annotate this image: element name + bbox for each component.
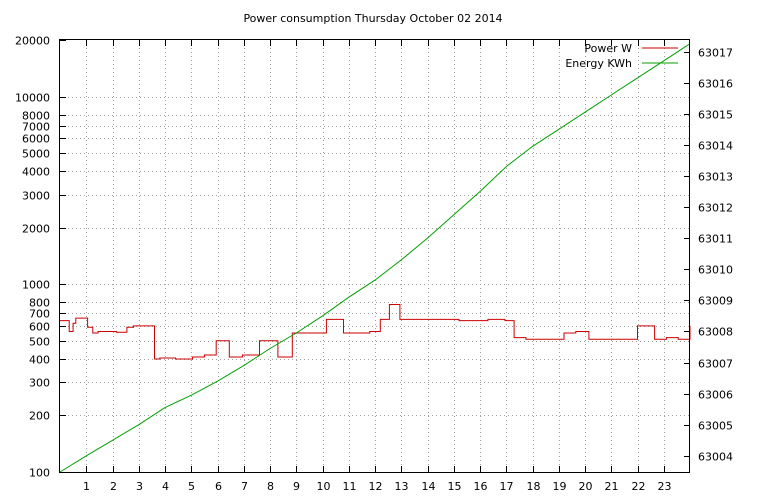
grid-layer [60, 40, 690, 472]
series-line-power-w [60, 304, 691, 360]
y2-tick-label: 63011 [698, 233, 733, 246]
y2-tick-label: 63015 [698, 109, 733, 122]
y-tick-label: 5000 [22, 148, 50, 161]
legend-label: Energy KWh [565, 57, 632, 70]
x-tick-label: 1 [83, 480, 90, 493]
x-tick-label: 3 [136, 480, 143, 493]
y2-tick-label: 63009 [698, 295, 733, 308]
x-tick-label: 15 [448, 480, 462, 493]
y-tick-label: 500 [29, 336, 50, 349]
y-tick-label: 2000 [22, 223, 50, 236]
y-tick-label: 100 [29, 467, 50, 480]
x-tick-label: 2 [110, 480, 117, 493]
y2-tick-label: 63014 [698, 140, 733, 153]
y-tick-label: 1000 [22, 279, 50, 292]
x-tick-label: 14 [422, 480, 436, 493]
x-tick-label: 22 [632, 480, 646, 493]
y-tick-label: 20000 [15, 35, 50, 48]
y-tick-label: 400 [29, 354, 50, 367]
x-tick-label: 10 [317, 480, 331, 493]
legend-label: Power W [584, 42, 632, 55]
x-tick-label: 21 [605, 480, 619, 493]
x-tick-label: 8 [267, 480, 274, 493]
x-tick-label: 9 [293, 480, 300, 493]
y2-tick-label: 63006 [698, 389, 733, 402]
x-tick-label: 11 [343, 480, 357, 493]
x-tick-label: 6 [215, 480, 222, 493]
y2-tick-label: 63017 [698, 47, 733, 60]
y2-tick-label: 63008 [698, 326, 733, 339]
y-tick-label: 800 [29, 297, 50, 310]
chart-title: Power consumption Thursday October 02 20… [243, 12, 502, 25]
y-tick-label: 7000 [22, 121, 50, 134]
series-line-energy-kwh [59, 43, 691, 473]
ticks-layer: 1 2 3 4 5 6 7 8 9 10 11 12 13 14 15 16 17 18 19 20 21 22 23100… [15, 35, 733, 494]
y-tick-label: 4000 [22, 166, 50, 179]
y-tick-label: 8000 [22, 110, 50, 123]
x-tick-label: 12 [369, 480, 383, 493]
y-tick-label: 700 [29, 308, 50, 321]
y-tick-label: 3000 [22, 190, 50, 203]
x-tick-label: 13 [395, 480, 409, 493]
y2-tick-label: 63004 [698, 451, 733, 464]
y2-tick-label: 63005 [698, 420, 733, 433]
x-tick-label: 4 [162, 480, 169, 493]
y-tick-label: 200 [29, 410, 50, 423]
x-tick-label: 7 [241, 480, 248, 493]
x-tick-label: 18 [527, 480, 541, 493]
x-tick-label: 17 [500, 480, 514, 493]
y2-tick-label: 63007 [698, 358, 733, 371]
y-tick-label: 300 [29, 377, 50, 390]
y-tick-label: 6000 [22, 133, 50, 146]
x-tick-label: 19 [553, 480, 567, 493]
y-tick-label: 600 [29, 321, 50, 334]
x-tick-label: 5 [188, 480, 195, 493]
series-layer [59, 43, 691, 473]
y2-tick-label: 63016 [698, 78, 733, 91]
x-tick-label: 20 [579, 480, 593, 493]
y2-tick-label: 63012 [698, 202, 733, 215]
plot-frame [59, 39, 690, 473]
y2-tick-label: 63010 [698, 264, 733, 277]
y2-tick-label: 63013 [698, 171, 733, 184]
y-tick-label: 10000 [15, 92, 50, 105]
legend: Power W Energy KWh [565, 42, 678, 70]
x-tick-label: 16 [474, 480, 488, 493]
x-tick-label: 23 [658, 480, 672, 493]
